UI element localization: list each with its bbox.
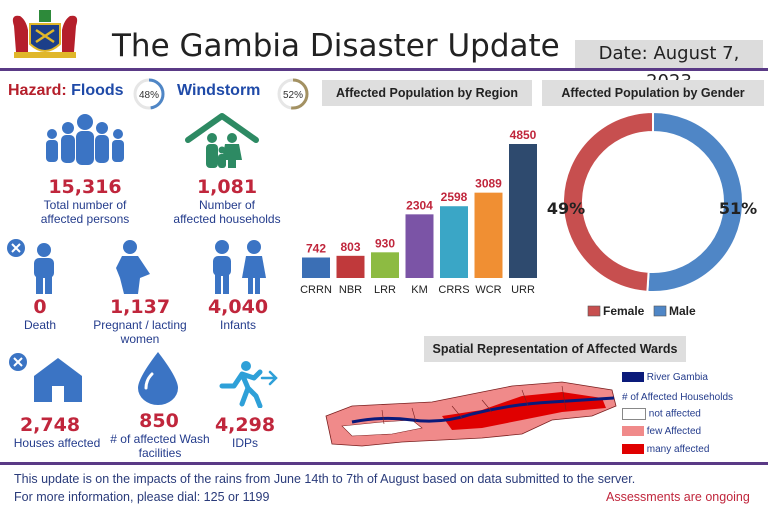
- affected-persons-label-line2: affected persons: [40, 212, 130, 226]
- household-icon: [185, 113, 259, 168]
- region-bar-chart: 742 CRRN 803 NBR 930 LRR 2304 KM 2598 CRRS 3089 WCR…: [300, 128, 537, 296]
- region-category-label: CRRS: [438, 284, 469, 296]
- idps-value: 4,298: [214, 414, 276, 436]
- region-bar-km: [405, 214, 434, 278]
- region-value-label: 803: [340, 240, 360, 254]
- region-category-label: WCR: [475, 284, 501, 296]
- date-label: Date: August 7, 2023: [575, 40, 763, 92]
- footer-line1: This update is on the impacts of the rai…: [14, 472, 636, 486]
- region-bar-nbr: [336, 255, 365, 278]
- gender-female-percent: 49%: [547, 199, 585, 218]
- gender-legend-swatch-male: [653, 305, 667, 317]
- page-title: The Gambia Disaster Update: [112, 28, 560, 64]
- affected-persons-label-line1: Total number of: [43, 198, 127, 212]
- map-panel-title: Spatial Representation of Affected Wards: [424, 336, 686, 362]
- windstorm-percent: 52%: [283, 90, 303, 101]
- wash-label: # of affected Wash facilities: [100, 432, 220, 460]
- region-value-label: 930: [375, 236, 395, 250]
- idps-label: IDPs: [231, 436, 258, 450]
- legend-river-swatch: [622, 372, 644, 383]
- region-value-label: 742: [306, 241, 326, 255]
- gender-legend-label-female: Female: [603, 304, 645, 318]
- wash-label-line1: # of affected Wash: [110, 432, 210, 446]
- region-bar-crrn: [302, 257, 330, 278]
- pregnant-label: Pregnant / lacting women: [70, 318, 210, 346]
- region-bar-lrr: [371, 252, 399, 278]
- region-category-label: CRRN: [300, 284, 332, 296]
- region-category-label: URR: [511, 284, 535, 296]
- affected-persons-value: 15,316: [48, 176, 122, 198]
- region-bar-wcr: [474, 192, 503, 278]
- wash-label-line2: facilities: [138, 446, 182, 460]
- region-bar-crrs: [440, 206, 468, 278]
- gender-legend-swatch-female: [587, 305, 601, 317]
- gender-panel-title: Affected Population by Gender: [542, 80, 764, 106]
- gender-donut-chart: 49% 51% Female Male: [547, 110, 757, 318]
- affected-households-label: Number of affected households: [160, 198, 294, 226]
- region-bar-urr: [509, 144, 537, 278]
- gender-male-percent: 51%: [719, 199, 757, 218]
- footer-line2: For more information, please dial: 125 o…: [14, 490, 270, 504]
- region-category-label: NBR: [339, 284, 362, 296]
- header-divider: [0, 68, 768, 71]
- footer-note: Assessments are ongoing: [606, 490, 750, 504]
- pregnant-value: 1,137: [109, 296, 171, 318]
- legend-households-title: # of Affected Households: [622, 392, 734, 403]
- gambia-ward-map: [325, 381, 617, 447]
- wash-value: 850: [139, 410, 179, 432]
- legend-river: River Gambia: [622, 372, 708, 383]
- hazard-row: Hazard: Floods: [8, 82, 124, 100]
- hazard-floods: Floods: [71, 82, 124, 99]
- affected-persons-label: Total number of affected persons: [20, 198, 150, 226]
- affected-households-label-line2: affected households: [173, 212, 281, 226]
- hazard-windstorm: Windstorm: [177, 82, 261, 99]
- legend-not-affected-label: not affected: [648, 408, 701, 420]
- region-value-label: 4850: [510, 128, 537, 142]
- legend-few-swatch: [622, 426, 644, 437]
- legend-many: many affected: [622, 444, 709, 455]
- death-label: Death: [23, 318, 57, 332]
- windstorm-percent-ring: 52%: [277, 78, 309, 110]
- gender-legend-label-male: Male: [669, 304, 696, 318]
- pregnant-label-line2: women: [120, 332, 160, 346]
- pregnant-label-line1: Pregnant / lacting: [93, 318, 187, 332]
- footer-divider: [0, 462, 768, 465]
- people-group-icon: [46, 114, 124, 165]
- affected-households-label-line1: Number of: [198, 198, 256, 212]
- houses-value: 2,748: [19, 414, 81, 436]
- region-value-label: 3089: [475, 177, 502, 191]
- legend-not-affected: not affected: [622, 408, 701, 420]
- houses-label: Houses affected: [13, 436, 101, 450]
- pregnant-woman-icon: [116, 240, 150, 294]
- floods-percent-ring: 48%: [133, 78, 165, 110]
- region-panel-title: Affected Population by Region: [322, 80, 532, 106]
- region-category-label: LRR: [374, 284, 396, 296]
- region-value-label: 2304: [406, 198, 433, 212]
- legend-many-label: many affected: [646, 444, 710, 455]
- infants-label: Infants: [219, 318, 257, 332]
- floods-percent: 48%: [139, 90, 159, 101]
- legend-river-label: River Gambia: [646, 372, 708, 383]
- infants-value: 4,040: [207, 296, 269, 318]
- affected-households-value: 1,081: [196, 176, 258, 198]
- hazard-label: Hazard:: [8, 82, 67, 99]
- death-person-icon: [7, 239, 54, 294]
- gender-slice-female: [562, 110, 654, 293]
- house-damaged-icon: [9, 353, 82, 402]
- infants-icon: [213, 240, 266, 294]
- legend-not-affected-swatch: [622, 408, 646, 420]
- region-value-label: 2598: [441, 190, 468, 204]
- death-value: 0: [33, 296, 47, 318]
- water-drop-icon: [138, 352, 178, 405]
- coat-of-arms-logo: [12, 10, 78, 58]
- legend-few: few Affected: [622, 426, 701, 437]
- idp-running-icon: [219, 361, 278, 408]
- legend-many-swatch: [622, 444, 644, 455]
- legend-few-label: few Affected: [646, 426, 702, 437]
- region-category-label: KM: [411, 284, 428, 296]
